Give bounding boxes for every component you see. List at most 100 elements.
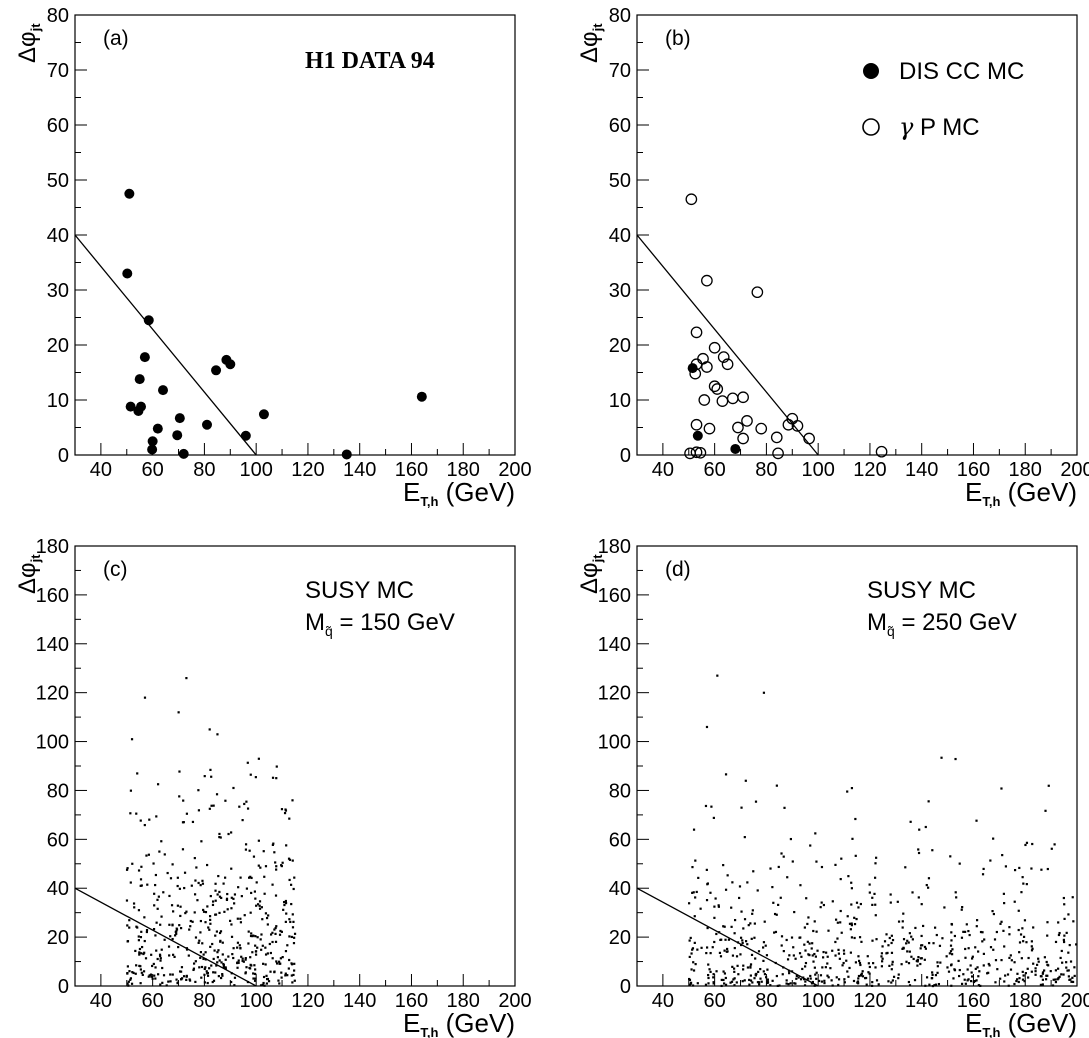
data-point [239, 917, 242, 920]
data-point [265, 974, 268, 977]
data-point [274, 894, 278, 897]
data-point [881, 945, 884, 948]
data-point [201, 879, 204, 882]
data-point [153, 974, 156, 977]
data-point [920, 903, 923, 906]
data-point [850, 881, 853, 884]
data-point [816, 949, 819, 952]
data-point [690, 952, 693, 955]
data-point [837, 948, 840, 951]
data-point [262, 850, 265, 853]
legend-susy: SUSY MC [305, 577, 414, 604]
data-point-open [803, 432, 815, 445]
data-point [1041, 978, 1044, 981]
data-point-open [751, 286, 764, 299]
data-point-open [772, 447, 784, 460]
data-point [731, 881, 734, 884]
data-point [892, 975, 896, 978]
data-point [199, 884, 202, 887]
data-point [689, 936, 692, 940]
data-point [733, 946, 736, 950]
data-point-open [690, 326, 703, 339]
data-point [1000, 958, 1003, 962]
data-point [1065, 966, 1068, 969]
data-point [144, 957, 148, 960]
data-point [264, 963, 267, 966]
data-point [1021, 876, 1024, 879]
y-tick-label: 140 [36, 634, 69, 656]
data-point [857, 955, 860, 958]
data-point [1013, 900, 1016, 903]
data-point [217, 949, 220, 952]
data-point [688, 977, 691, 981]
data-point [140, 945, 144, 949]
data-point [254, 953, 258, 956]
data-point [888, 964, 891, 967]
data-point [279, 929, 282, 933]
data-point [171, 973, 174, 976]
data-point [139, 352, 150, 363]
x-tick-label: 120 [291, 990, 324, 1012]
data-point [854, 817, 857, 821]
data-point [182, 821, 185, 824]
legend: DIS CC MC γ P MC [862, 58, 1024, 141]
data-point [912, 957, 915, 961]
data-point [715, 932, 718, 936]
data-point [172, 953, 175, 956]
data-point [754, 957, 757, 960]
data-point [1054, 978, 1057, 981]
x-tick-label: 200 [1060, 990, 1089, 1012]
data-point [776, 984, 779, 987]
data-point [890, 968, 893, 971]
data-point [948, 952, 951, 955]
data-point [230, 907, 233, 910]
data-point [189, 919, 192, 923]
panel-d: 40 60 80 100 120 140 160 180 200 0 20 40 60 80 100 120 1… [576, 536, 1089, 1038]
data-point [1002, 929, 1005, 932]
data-point [193, 856, 196, 860]
x-tick-label: 200 [1060, 459, 1089, 481]
data-point [840, 857, 843, 860]
data-point [126, 924, 129, 927]
data-point [804, 961, 808, 965]
data-point [958, 974, 961, 978]
data-point [925, 976, 929, 979]
data-point [711, 946, 714, 949]
data-point [178, 924, 181, 927]
data-point [792, 954, 795, 957]
data-point [284, 972, 287, 975]
data-point [250, 891, 253, 895]
data-point [1022, 882, 1025, 885]
x-tick-label: 180 [447, 459, 480, 481]
data-point [949, 950, 953, 953]
data-point [804, 949, 807, 952]
data-point [215, 964, 218, 967]
data-point [897, 920, 901, 923]
data-point [275, 925, 278, 928]
data-point [858, 936, 862, 939]
data-point [233, 984, 236, 987]
data-point [242, 960, 245, 963]
data-point [204, 951, 207, 954]
data-point [873, 876, 877, 879]
data-point [731, 965, 734, 968]
data-point [762, 941, 766, 944]
data-point [185, 812, 189, 815]
data-point [974, 979, 977, 983]
data-point [800, 955, 803, 958]
x-axis-label: ET,h (GeV) [965, 477, 1077, 509]
data-point [268, 942, 271, 946]
y-tick-label: 70 [47, 60, 69, 82]
data-point [935, 933, 938, 937]
data-point [280, 976, 283, 979]
x-tick-label: 120 [291, 459, 324, 481]
data-point [275, 868, 278, 871]
data-point [818, 979, 821, 983]
data-point [152, 962, 155, 966]
data-point [163, 853, 166, 856]
data-point [716, 674, 719, 677]
data-point-open [690, 418, 703, 431]
data-point [819, 974, 823, 977]
data-point [273, 971, 276, 974]
data-point [292, 942, 296, 945]
